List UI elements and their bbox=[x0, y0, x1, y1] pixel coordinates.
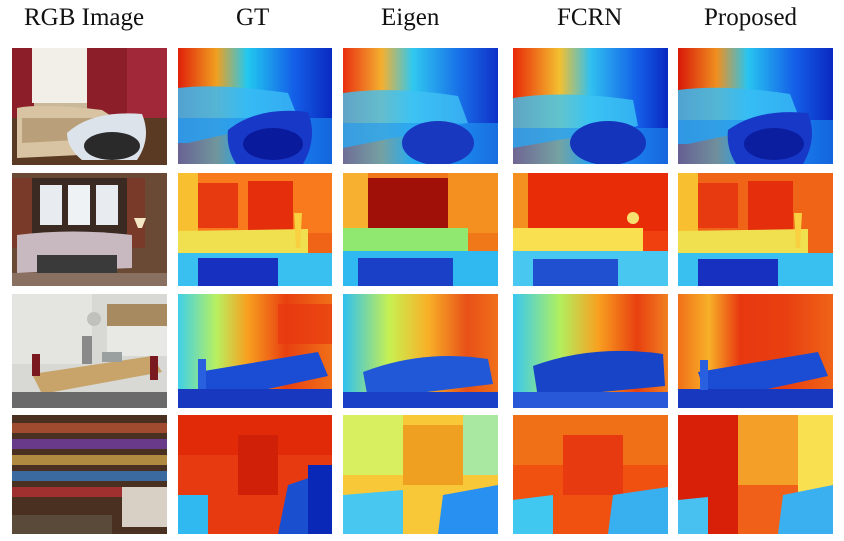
rgb-image-row4 bbox=[12, 415, 167, 534]
rgb-image-row3 bbox=[12, 294, 167, 408]
depth-gt-row3 bbox=[178, 294, 332, 408]
header-proposed: Proposed bbox=[704, 4, 798, 31]
depth-fcrn-row4 bbox=[513, 415, 668, 534]
header-eigen: Eigen bbox=[381, 4, 440, 31]
depth-fcrn-row1 bbox=[513, 48, 668, 164]
header-gt: GT bbox=[236, 4, 270, 31]
rgb-image-row2 bbox=[12, 173, 167, 286]
depth-proposed-row3 bbox=[678, 294, 833, 408]
depth-gt-row1 bbox=[178, 48, 332, 164]
depth-eigen-row4 bbox=[343, 415, 498, 534]
depth-eigen-row2 bbox=[343, 173, 498, 286]
depth-fcrn-row2 bbox=[513, 173, 668, 286]
depth-fcrn-row3 bbox=[513, 294, 668, 408]
header-fcrn: FCRN bbox=[557, 4, 623, 31]
header-rgb-image: RGB Image bbox=[24, 4, 145, 31]
depth-gt-row2 bbox=[178, 173, 332, 286]
depth-eigen-row3 bbox=[343, 294, 498, 408]
depth-proposed-row2 bbox=[678, 173, 833, 286]
depth-gt-row4 bbox=[178, 415, 332, 534]
rgb-image-row1 bbox=[12, 48, 167, 165]
depth-proposed-row1 bbox=[678, 48, 833, 164]
depth-proposed-row4 bbox=[678, 415, 833, 534]
depth-eigen-row1 bbox=[343, 48, 498, 164]
